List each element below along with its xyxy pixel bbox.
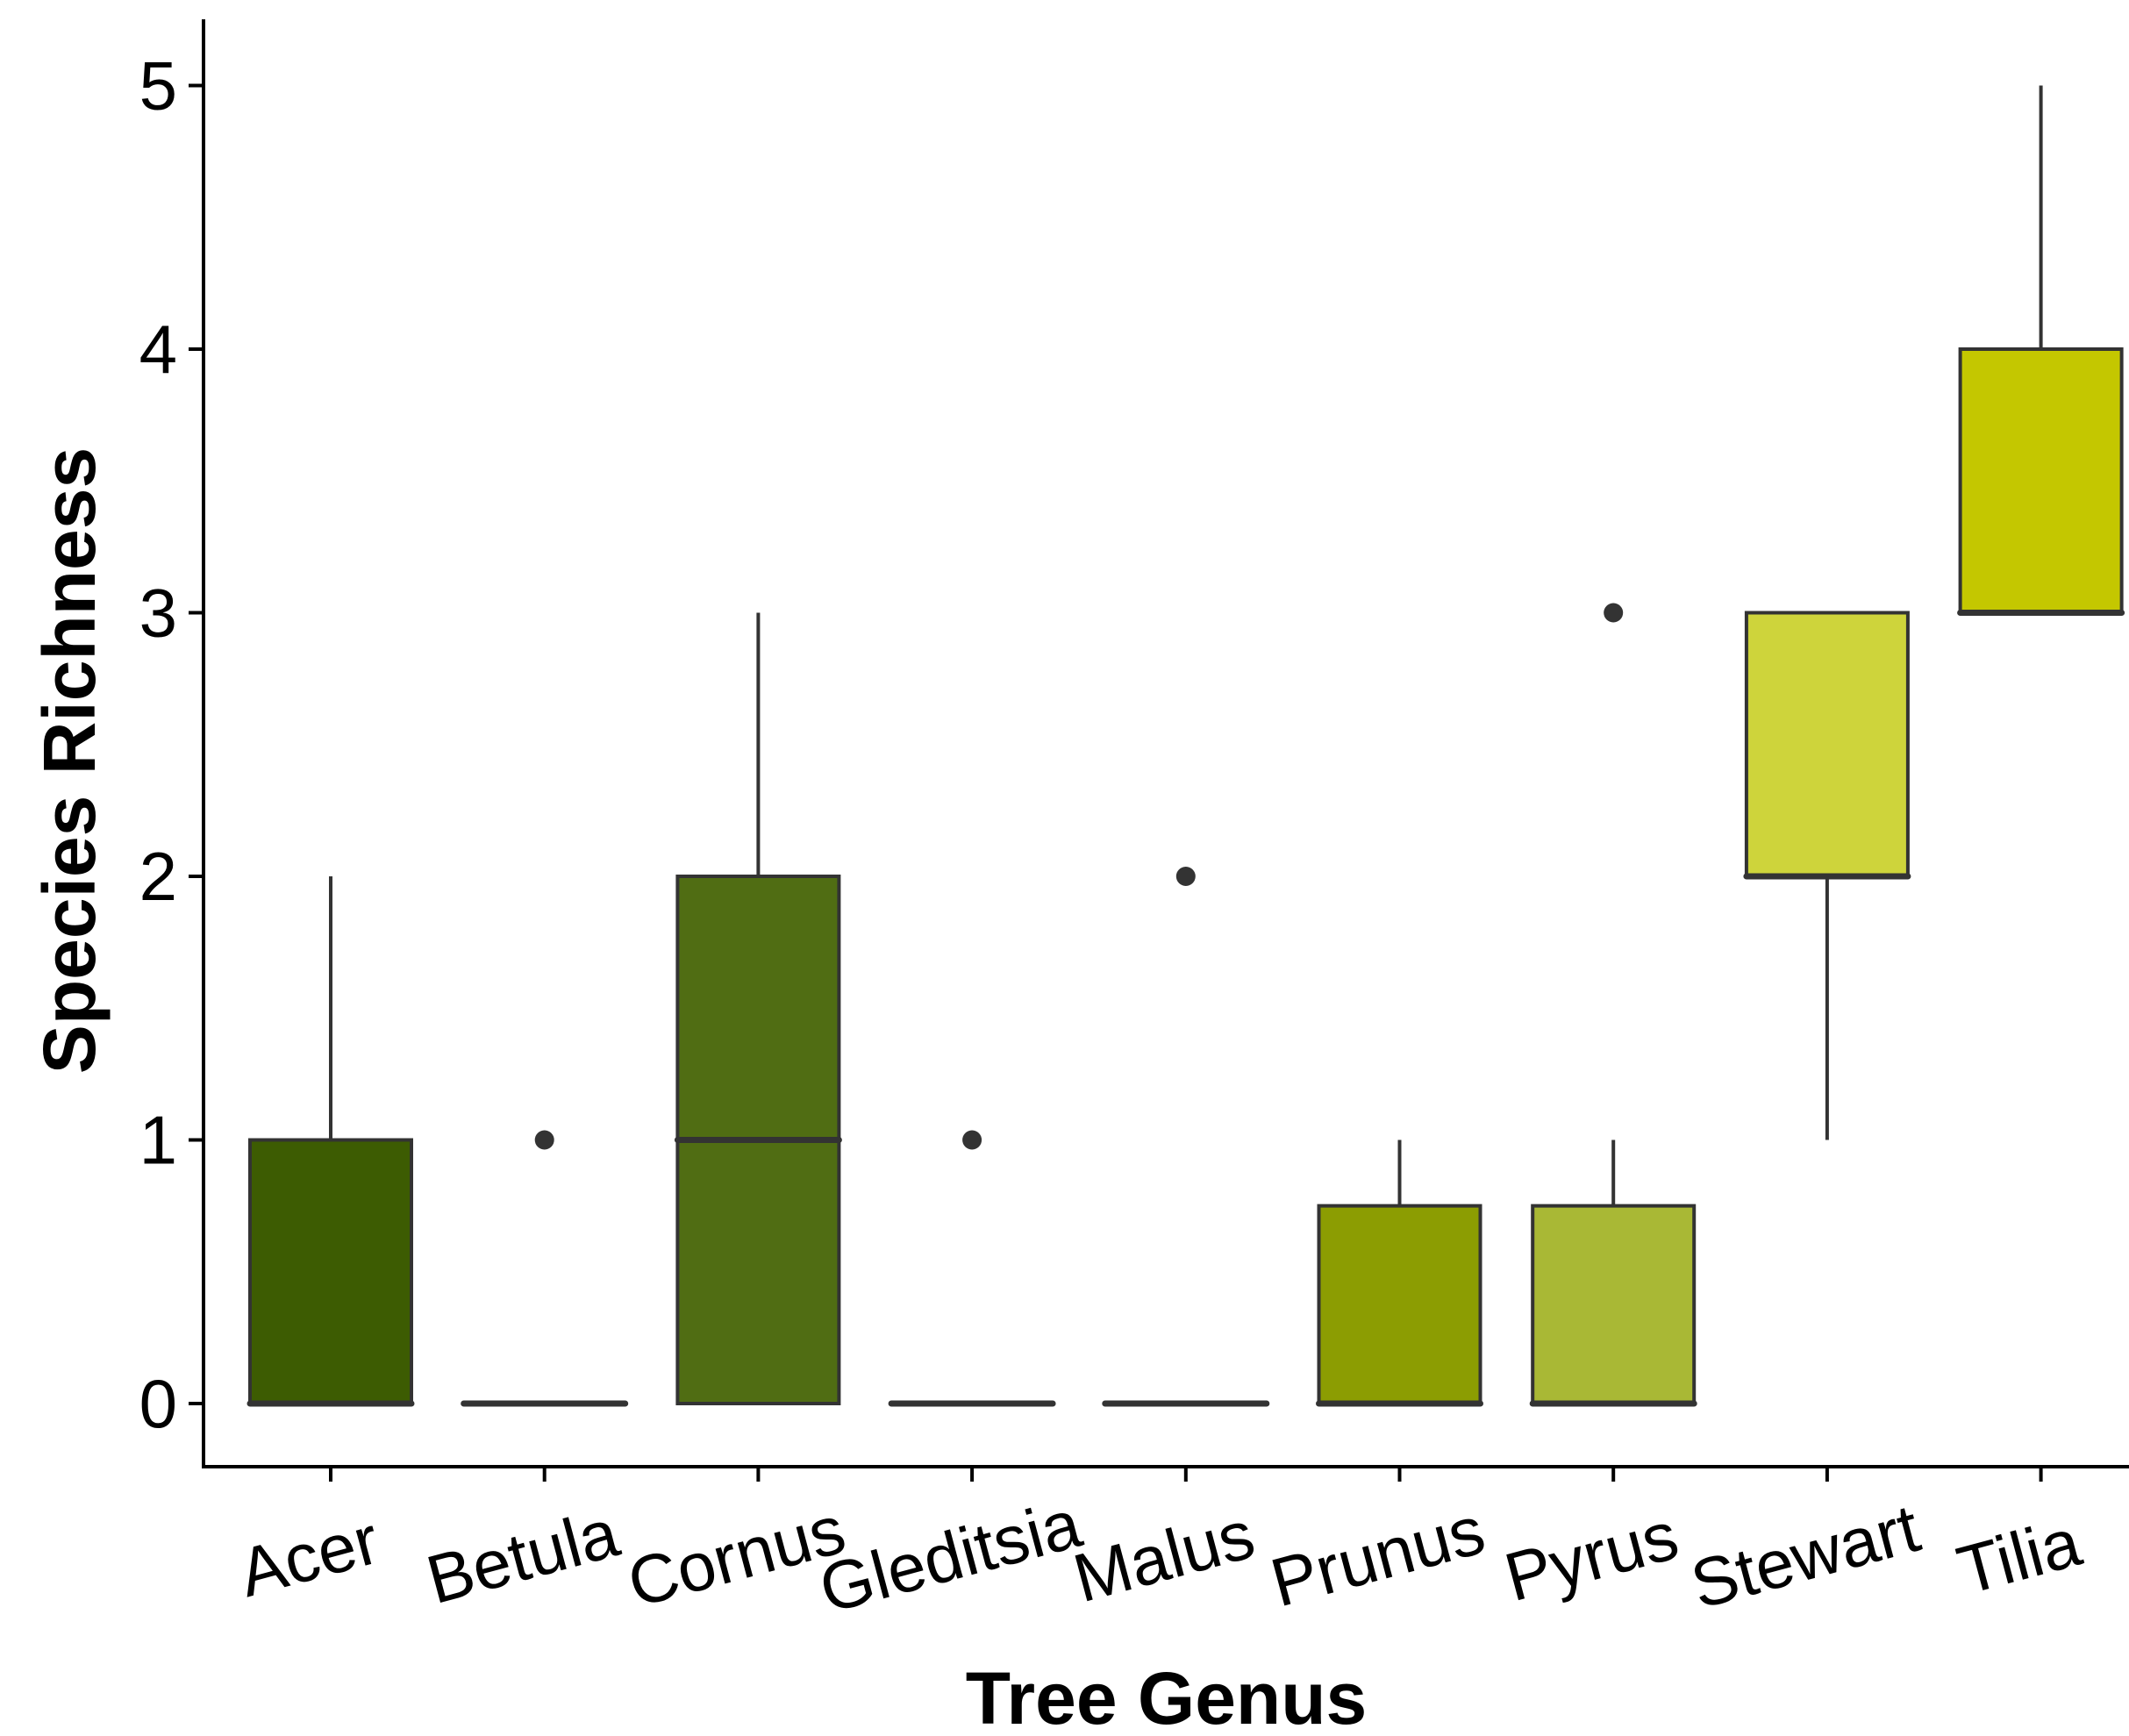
x-tick-label-prunus: Prunus <box>1263 1490 1492 1621</box>
y-axis-title: Species Richness <box>28 447 111 1074</box>
x-tick-label-stewart: Stewart <box>1683 1489 1928 1624</box>
x-tick-label-tilia: Tilia <box>1950 1503 2090 1609</box>
box-body-prunus <box>1317 1204 1482 1405</box>
x-tick-label-acer: Acer <box>231 1501 387 1612</box>
y-tick-label-1: 1 <box>139 1102 177 1179</box>
y-tick-label-3: 3 <box>139 575 177 652</box>
box-body-tilia <box>1958 347 2124 615</box>
x-tick-label-gleditsia: Gleditsia <box>811 1484 1090 1628</box>
box-prunus <box>1316 1139 1483 1407</box>
outlier-point-malus-0 <box>1175 867 1196 886</box>
outlier-point-gleditsia-0 <box>962 1130 982 1150</box>
box-body-stewart <box>1744 611 1910 878</box>
outlier-point-pyrus-0 <box>1604 603 1624 623</box>
box-body-acer <box>248 1138 413 1405</box>
y-tick-label-5: 5 <box>139 47 177 125</box>
x-tick-label-pyrus: Pyrus <box>1497 1497 1686 1617</box>
outlier-point-betula-0 <box>534 1130 554 1150</box>
box-stewart <box>1743 611 1911 1140</box>
box-body-pyrus <box>1531 1204 1697 1405</box>
axes-layer <box>202 19 2129 1468</box>
y-tick-label-0: 0 <box>139 1365 177 1442</box>
box-pyrus <box>1529 603 1697 1407</box>
x-tick-label-malus: Malus <box>1066 1495 1262 1617</box>
box-gleditsia <box>888 1130 1056 1407</box>
y-tick-label-2: 2 <box>139 838 177 915</box>
box-tilia <box>1957 85 2125 616</box>
box-cornus <box>674 612 842 1405</box>
boxes-layer <box>246 85 2125 1407</box>
y-tick-label-4: 4 <box>139 311 177 388</box>
box-acer <box>246 876 415 1407</box>
box-betula <box>461 1130 629 1407</box>
box-malus <box>1102 867 1270 1407</box>
x-tick-label-betula: Betula <box>419 1494 627 1618</box>
x-axis-title: Tree Genus <box>966 1657 1368 1736</box>
